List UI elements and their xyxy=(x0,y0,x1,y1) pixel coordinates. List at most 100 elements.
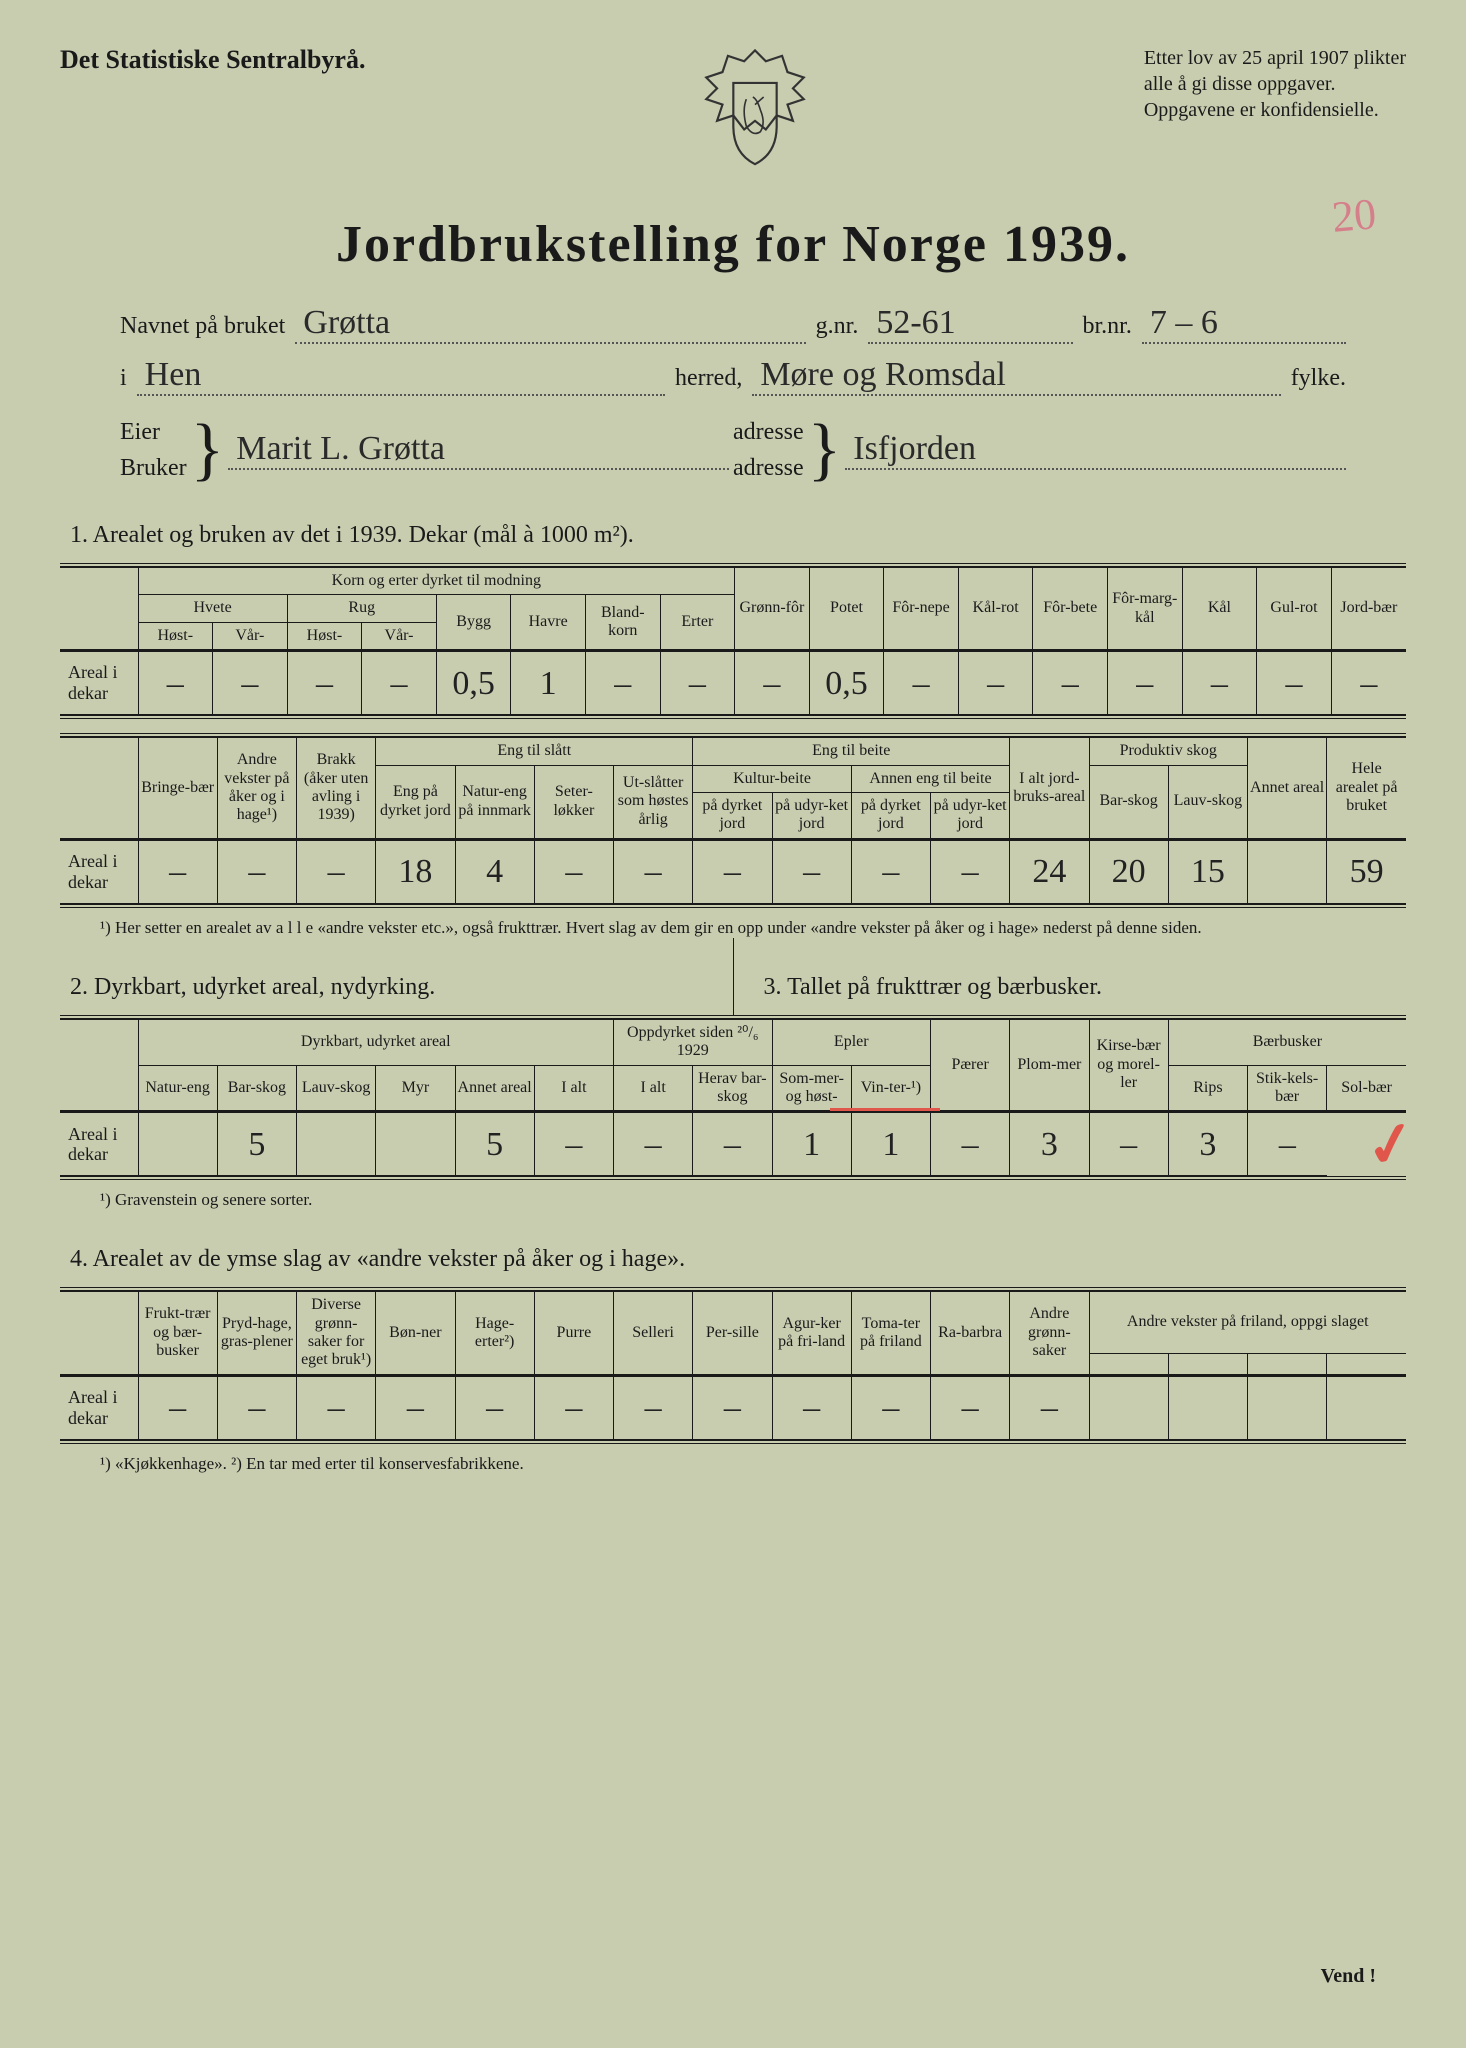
cell: 5 xyxy=(455,1112,534,1176)
cell: – xyxy=(1089,1112,1168,1176)
cell: 24 xyxy=(1010,839,1089,903)
annet-2: Annet areal xyxy=(455,1065,534,1112)
gronnfor: Grønn-fôr xyxy=(735,568,810,651)
selleri: Selleri xyxy=(614,1292,693,1376)
bygg: Bygg xyxy=(436,595,511,651)
section-2-title: 2. Dyrkbart, udyrket areal, nydyrking. xyxy=(70,974,713,1001)
cell: 3 xyxy=(1010,1112,1089,1176)
row-label-2: Areal i dekar xyxy=(60,1112,138,1176)
cell xyxy=(1248,1375,1327,1439)
section-4-title: 4. Arealet av de ymse slag av «andre vek… xyxy=(70,1246,1406,1273)
gnr-value: 52-61 xyxy=(868,304,963,341)
cell: – xyxy=(1248,1112,1327,1176)
tomater: Toma-ter på friland xyxy=(851,1292,930,1376)
adresse-value: Isfjorden xyxy=(845,430,984,467)
bureau-name: Det Statistiske Sentralbyrå. xyxy=(60,45,365,75)
table-4: Frukt-trær og bær-busker Pryd-hage, gras… xyxy=(60,1287,1406,1444)
diverse: Diverse grønn-saker for eget bruk¹) xyxy=(297,1292,376,1376)
cell: – xyxy=(1331,651,1406,715)
cell: – xyxy=(455,1375,534,1439)
cell: – xyxy=(138,839,217,903)
rips: Rips xyxy=(1168,1065,1247,1112)
cell: – xyxy=(534,1375,613,1439)
hele-areal: Hele arealet på bruket xyxy=(1327,738,1406,840)
row-label-1b: Areal i dekar xyxy=(60,839,138,903)
law-line-1: Etter lov av 25 april 1907 plikter xyxy=(1144,45,1406,71)
frukt: Frukt-trær og bær-busker xyxy=(138,1292,217,1376)
cell: 1 xyxy=(511,651,586,715)
cell: – xyxy=(884,651,959,715)
cell xyxy=(1327,1375,1406,1439)
cell: – xyxy=(772,1375,851,1439)
adresse-label-1: adresse xyxy=(733,414,804,450)
cell: 4 xyxy=(455,839,534,903)
cell: – xyxy=(217,1375,296,1439)
cell: – xyxy=(217,839,296,903)
andre-gronn: Andre grønn-saker xyxy=(1010,1292,1089,1376)
annen-beite: Annen eng til beite xyxy=(851,765,1010,792)
barskog: Bar-skog xyxy=(1089,765,1168,839)
cell: 0,5 xyxy=(436,651,511,715)
eng-dyrket: Eng på dyrket jord xyxy=(376,765,455,839)
cell: – xyxy=(362,651,437,715)
prod-skog: Produktiv skog xyxy=(1089,738,1248,765)
rug: Rug xyxy=(287,595,436,622)
jordbaer: Jord-bær xyxy=(1331,568,1406,651)
kirsebaer: Kirse-bær og morel-ler xyxy=(1089,1019,1168,1112)
hageerter: Hage-erter²) xyxy=(455,1292,534,1376)
cell: – xyxy=(534,839,613,903)
pa-udyrket-2: på udyr-ket jord xyxy=(931,792,1010,839)
persille: Per-sille xyxy=(693,1292,772,1376)
cell: 59 xyxy=(1327,839,1406,903)
cell: – xyxy=(614,1112,693,1176)
cell: – xyxy=(693,1112,772,1176)
cell: – xyxy=(660,651,735,715)
main-title: Jordbrukstelling for Norge 1939. xyxy=(60,215,1406,274)
barskog-2: Bar-skog xyxy=(217,1065,296,1112)
plommer: Plom-mer xyxy=(1010,1019,1089,1112)
pa-dyrket-2: på dyrket jord xyxy=(851,792,930,839)
bruker-label: Bruker xyxy=(120,450,187,486)
cell: – xyxy=(297,1375,376,1439)
erter: Erter xyxy=(660,595,735,651)
rug-host: Høst- xyxy=(287,622,362,650)
eng-slatt: Eng til slått xyxy=(376,738,693,765)
cell: – xyxy=(376,1375,455,1439)
navnet-value: Grøtta xyxy=(295,304,398,341)
epler: Epler xyxy=(772,1019,931,1065)
footnote-2: ¹) Gravenstein og senere sorter. xyxy=(100,1190,1406,1210)
gnr-label: g.nr. xyxy=(816,313,859,340)
bonner: Bøn-ner xyxy=(376,1292,455,1376)
bringebaer: Bringe-bær xyxy=(138,738,217,840)
andre-vekster: Andre vekster på åker og i hage¹) xyxy=(217,738,296,840)
cell: – xyxy=(958,651,1033,715)
solbaer: Sol-bær xyxy=(1327,1065,1406,1112)
kal: Kål xyxy=(1182,568,1257,651)
cell: – xyxy=(585,651,660,715)
pa-udyrket-1: på udyr-ket jord xyxy=(772,792,851,839)
cell: – xyxy=(772,839,851,903)
oppdyrket: Oppdyrket siden ²⁰/₆ 1929 xyxy=(614,1019,773,1065)
law-line-3: Oppgavene er konfidensielle. xyxy=(1144,97,1406,123)
cell: – xyxy=(931,839,1010,903)
law-line-2: alle å gi disse oppgaver. xyxy=(1144,71,1406,97)
table-1b: Bringe-bær Andre vekster på åker og i ha… xyxy=(60,733,1406,908)
cell: – xyxy=(1033,651,1108,715)
brnr-label: br.nr. xyxy=(1083,313,1132,340)
cell xyxy=(376,1112,455,1176)
cell: – xyxy=(735,651,810,715)
cell: – xyxy=(138,1375,217,1439)
prydhage: Pryd-hage, gras-plener xyxy=(217,1292,296,1376)
cell: – xyxy=(1182,651,1257,715)
footnote-4: ¹) «Kjøkkenhage». ²) En tar med erter ti… xyxy=(100,1454,1406,1474)
vinter: Vin-ter-¹) xyxy=(851,1065,930,1112)
blank-1 xyxy=(1089,1353,1168,1375)
header-row: Det Statistiske Sentralbyrå. Etter lov a… xyxy=(60,45,1406,175)
cell xyxy=(1248,839,1327,903)
brace-right-icon: } xyxy=(808,429,842,471)
cell: 18 xyxy=(376,839,455,903)
natureng: Natur-eng på innmark xyxy=(455,765,534,839)
eng-beite: Eng til beite xyxy=(693,738,1010,765)
cell: – xyxy=(1108,651,1183,715)
havre: Havre xyxy=(511,595,586,651)
